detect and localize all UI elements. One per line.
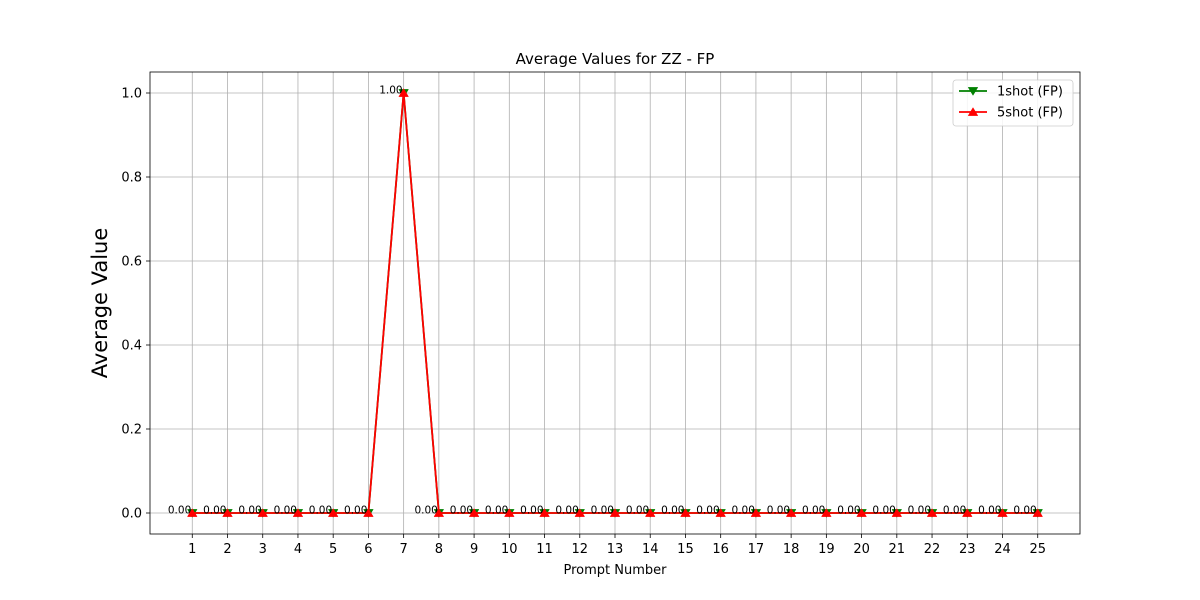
data-label: 0.00: [309, 505, 332, 517]
data-label: 0.00: [837, 505, 860, 517]
x-tick-label: 23: [959, 542, 976, 557]
y-tick-label: 1.0: [121, 87, 142, 102]
data-label: 0.00: [767, 505, 790, 517]
legend-marker: [967, 87, 979, 96]
data-label: 0.00: [555, 505, 578, 517]
legend-item-1: 1shot (FP): [959, 85, 1063, 100]
x-tick-label: 10: [501, 542, 518, 557]
x-axis-label: Prompt Number: [564, 563, 668, 578]
x-tick-label: 8: [435, 542, 443, 557]
data-point: [539, 508, 550, 517]
data-point: [997, 508, 1008, 517]
data-point: [433, 508, 445, 517]
x-tick-label: 11: [536, 542, 553, 557]
data-point: [363, 508, 374, 517]
data-point: [398, 88, 409, 97]
x-tick-label: 21: [889, 542, 906, 557]
x-tick-label: 13: [607, 542, 624, 557]
x-tick-label: 24: [994, 542, 1011, 557]
x-tick-label: 16: [712, 542, 729, 557]
x-tick-label: 18: [783, 542, 800, 557]
data-label: 0.00: [802, 505, 825, 517]
data-label: 0.00: [591, 505, 614, 517]
data-label: 0.00: [274, 505, 297, 517]
y-tick-label: 0.8: [121, 171, 142, 186]
x-tick-label: 19: [818, 542, 835, 557]
x-tick-label: 12: [571, 542, 588, 557]
data-point: [821, 508, 832, 517]
x-tick-label: 15: [677, 542, 694, 557]
data-label: 0.00: [520, 505, 543, 517]
legend-label: 1shot (FP): [997, 85, 1063, 100]
y-tick-label: 0.2: [121, 423, 142, 438]
legend-marker: [967, 107, 979, 116]
x-tick-label: 3: [259, 542, 267, 557]
data-label: 0.00: [485, 505, 508, 517]
data-label: 0.00: [414, 505, 437, 517]
x-tick-label: 22: [924, 542, 941, 557]
x-tick-label: 14: [642, 542, 659, 557]
axes: 1 2 3 4 5 6 7 8 9 10 11 12 13 14 15 16 17 18 19 20 21 22 23 24 2…: [121, 71, 1081, 557]
data-label: 0.00: [696, 505, 719, 517]
grid-lines: [150, 72, 1080, 534]
data-label: 0.00: [626, 505, 649, 517]
data-labels: 0.00 0.00 0.00 0.00 0.00 0.00 1.00 0.00 0.00 0.00…: [168, 85, 1037, 517]
chart-title: Average Values for ZZ - FP: [516, 50, 715, 68]
data-point: [222, 508, 233, 517]
x-tick-label: 9: [470, 542, 478, 557]
data-label: 0.00: [1013, 505, 1036, 517]
x-tick-label: 6: [364, 542, 372, 557]
data-point: [785, 508, 797, 517]
data-label: 0.00: [908, 505, 931, 517]
y-tick-label: 0.4: [121, 339, 142, 354]
data-point: [891, 508, 903, 517]
data-label: 0.00: [168, 505, 191, 517]
data-label: 0.00: [978, 505, 1001, 517]
data-point: [574, 508, 586, 517]
x-tick-label: 20: [853, 542, 870, 557]
data-point: [257, 508, 268, 517]
legend: 1shot (FP) 5shot (FP): [952, 79, 1074, 127]
legend-item-2: 5shot (FP): [959, 106, 1063, 121]
data-point: [644, 508, 656, 517]
x-tick-label: 25: [1029, 542, 1046, 557]
data-point: [609, 508, 621, 517]
data-point: [856, 508, 867, 517]
x-tick-label: 4: [294, 542, 302, 557]
data-label: 0.00: [203, 505, 226, 517]
data-point: [680, 508, 691, 517]
x-tick-label: 17: [748, 542, 765, 557]
legend-label: 5shot (FP): [997, 106, 1063, 121]
data-label: 1.00: [379, 85, 402, 97]
y-tick-label: 0.0: [121, 507, 142, 522]
x-tick-label: 5: [329, 542, 337, 557]
x-tick-label: 2: [223, 542, 231, 557]
data-point: [327, 508, 339, 517]
x-tick-label: 1: [188, 542, 196, 557]
data-point: [187, 508, 198, 517]
series-layer: [187, 88, 1043, 518]
data-point: [1032, 508, 1043, 517]
data-label: 0.00: [732, 505, 755, 517]
data-point: [504, 508, 515, 517]
data-point: [750, 508, 762, 517]
data-label: 0.00: [661, 505, 684, 517]
data-label: 0.00: [872, 505, 895, 517]
data-point: [962, 508, 973, 517]
series-2: [187, 88, 1043, 517]
data-point: [292, 508, 304, 517]
data-point: [926, 508, 938, 517]
data-label: 0.00: [238, 505, 261, 517]
data-label: 0.00: [943, 505, 966, 517]
x-tick-label: 7: [399, 542, 407, 557]
data-point: [468, 508, 480, 517]
y-tick-label: 0.6: [121, 255, 142, 270]
data-point: [715, 508, 726, 517]
data-label: 0.00: [450, 505, 473, 517]
data-label: 0.00: [344, 505, 367, 517]
y-axis-label: Average Value: [88, 228, 112, 379]
